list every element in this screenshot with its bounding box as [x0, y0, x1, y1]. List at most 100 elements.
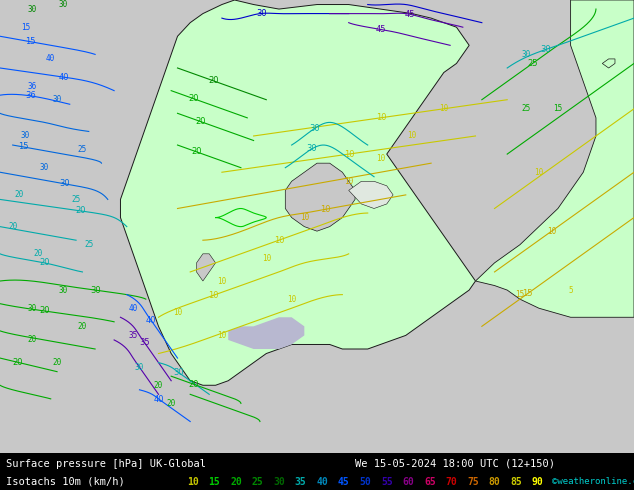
Text: 20: 20	[167, 399, 176, 408]
Text: 30: 30	[59, 0, 68, 9]
Polygon shape	[602, 59, 615, 68]
Text: 30: 30	[90, 286, 101, 294]
Text: 10: 10	[344, 149, 354, 158]
Text: Surface pressure [hPa] UK-Global: Surface pressure [hPa] UK-Global	[6, 459, 206, 468]
Text: 25: 25	[78, 145, 87, 154]
Polygon shape	[120, 0, 476, 385]
Text: 20: 20	[195, 117, 205, 126]
Text: 75: 75	[467, 477, 479, 487]
Text: 35: 35	[129, 331, 138, 340]
Polygon shape	[228, 318, 304, 349]
Text: 10: 10	[300, 213, 309, 222]
Text: 10: 10	[408, 131, 417, 141]
Text: 20: 20	[39, 258, 50, 268]
Text: 10: 10	[439, 104, 448, 113]
Text: 85: 85	[510, 477, 522, 487]
Text: 45: 45	[376, 25, 386, 34]
Text: 20: 20	[78, 322, 87, 331]
Text: 20: 20	[75, 206, 86, 216]
Text: 40: 40	[316, 477, 328, 487]
Text: 15: 15	[515, 290, 524, 299]
Text: 40: 40	[146, 316, 156, 324]
Polygon shape	[285, 163, 355, 231]
Text: 80: 80	[489, 477, 501, 487]
Text: 20: 20	[27, 336, 36, 344]
Text: 70: 70	[446, 477, 458, 487]
Text: 25: 25	[527, 59, 538, 68]
Text: 30: 30	[522, 50, 531, 59]
Text: 10: 10	[208, 291, 219, 300]
Text: 20: 20	[15, 191, 23, 199]
Text: 35: 35	[295, 477, 307, 487]
Text: 40: 40	[129, 304, 138, 313]
Text: 20: 20	[189, 95, 199, 103]
Text: ©weatheronline.co.uk: ©weatheronline.co.uk	[552, 477, 634, 487]
Text: 10: 10	[274, 236, 285, 245]
Text: 30: 30	[59, 179, 70, 188]
Text: 10: 10	[534, 168, 543, 177]
Text: 10: 10	[547, 227, 556, 236]
Text: 20: 20	[12, 358, 22, 367]
Polygon shape	[349, 181, 393, 209]
Text: 40: 40	[58, 73, 69, 82]
Text: 25: 25	[522, 104, 531, 113]
Text: We 15-05-2024 18:00 UTC (12+150): We 15-05-2024 18:00 UTC (12+150)	[355, 459, 555, 468]
Text: 30: 30	[309, 124, 320, 133]
FancyBboxPatch shape	[0, 0, 634, 453]
Text: 15: 15	[18, 143, 29, 151]
Text: 30: 30	[540, 45, 551, 54]
Text: 65: 65	[424, 477, 436, 487]
Text: 20: 20	[34, 249, 42, 258]
Text: 90: 90	[532, 477, 544, 487]
Text: 10: 10	[320, 205, 330, 214]
Text: 30: 30	[173, 368, 183, 377]
Text: 10: 10	[217, 276, 226, 286]
Text: 15: 15	[25, 37, 36, 46]
Polygon shape	[476, 0, 634, 318]
Text: 30: 30	[307, 144, 318, 153]
Text: 50: 50	[359, 477, 372, 487]
Text: 10: 10	[376, 113, 386, 122]
Text: 30: 30	[59, 286, 68, 294]
Text: 10: 10	[262, 254, 271, 263]
Text: 60: 60	[403, 477, 415, 487]
Text: 10: 10	[173, 308, 182, 317]
FancyBboxPatch shape	[0, 453, 634, 490]
Text: 25: 25	[84, 240, 93, 249]
Text: 30: 30	[27, 4, 36, 14]
Text: 30: 30	[257, 9, 268, 18]
Text: 20: 20	[191, 147, 202, 156]
Text: 30: 30	[53, 95, 61, 104]
Text: 36: 36	[27, 82, 36, 91]
Text: 20: 20	[189, 380, 199, 389]
Polygon shape	[197, 254, 216, 281]
Text: 45: 45	[338, 477, 350, 487]
Text: 20: 20	[53, 358, 61, 367]
Text: 10: 10	[187, 477, 199, 487]
Text: 20: 20	[154, 381, 163, 390]
Text: 20: 20	[39, 306, 49, 316]
Text: 30: 30	[21, 131, 30, 141]
Text: 36: 36	[25, 92, 36, 100]
Text: 55: 55	[381, 477, 393, 487]
Text: 15: 15	[522, 289, 533, 298]
Text: Isotachs 10m (km/h): Isotachs 10m (km/h)	[6, 477, 125, 487]
Text: 10: 10	[287, 294, 296, 304]
Text: 15: 15	[209, 477, 221, 487]
Text: 45: 45	[404, 10, 415, 19]
Text: 30: 30	[40, 163, 49, 172]
Text: 25: 25	[252, 477, 264, 487]
Text: 40: 40	[46, 54, 55, 63]
Text: 30: 30	[27, 304, 36, 313]
Text: 20: 20	[8, 222, 17, 231]
Text: 20: 20	[230, 477, 242, 487]
Text: 25: 25	[72, 195, 81, 204]
Text: 10: 10	[376, 154, 385, 163]
Text: 10: 10	[344, 177, 353, 186]
Text: 20: 20	[208, 76, 219, 85]
Text: 10: 10	[217, 331, 226, 340]
Text: 30: 30	[273, 477, 285, 487]
Text: 30: 30	[135, 363, 144, 371]
Text: 35: 35	[139, 338, 150, 347]
Text: 15: 15	[21, 23, 30, 32]
